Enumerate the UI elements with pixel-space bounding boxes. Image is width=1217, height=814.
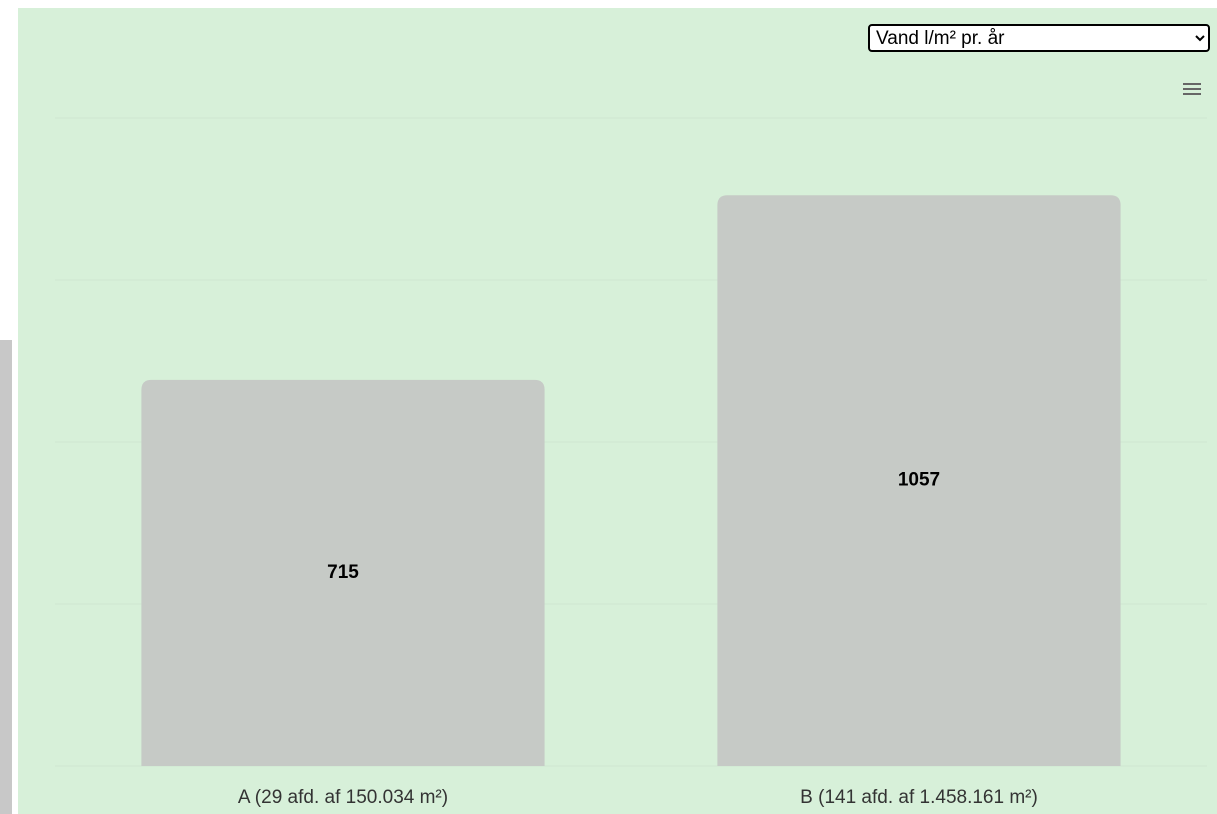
bar	[141, 379, 545, 766]
menu-icon[interactable]	[1183, 83, 1201, 95]
value-label: 1057	[898, 470, 940, 491]
metric-select[interactable]: Vand l/m² pr. år	[868, 24, 1210, 52]
x-tick-label: B (141 afd. af 1.458.161 m²)	[800, 787, 1038, 808]
x-tick-label: A (29 afd. af 150.034 m²)	[238, 787, 448, 808]
bar	[717, 195, 1121, 767]
value-label: 715	[327, 562, 359, 583]
side-bar	[0, 340, 12, 814]
